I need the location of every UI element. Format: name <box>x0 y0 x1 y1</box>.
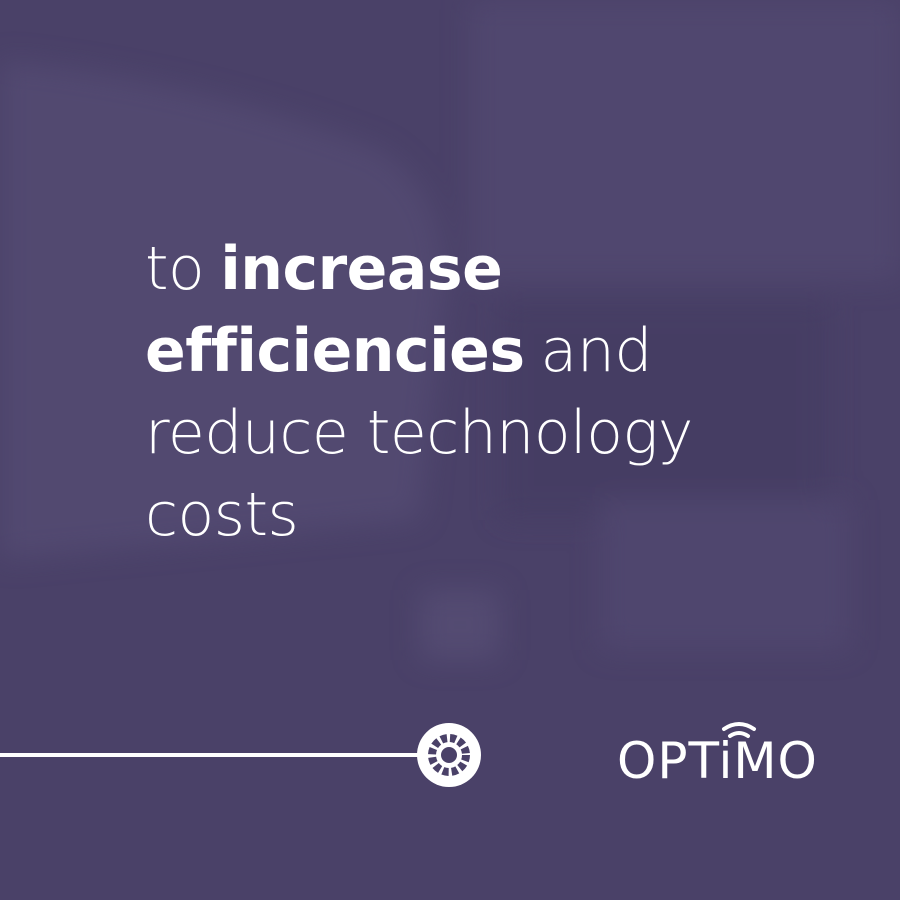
headline-line: costs <box>145 474 709 556</box>
headline-text: and <box>540 316 653 386</box>
wifi-icon <box>722 722 756 738</box>
headline: to increase efficiencies and reduce technolo… <box>145 228 709 556</box>
headline-line: efficiencies and <box>145 310 709 392</box>
gear-icon <box>428 734 470 776</box>
blurred-photo <box>0 0 900 660</box>
headline-line: to increase <box>145 228 709 310</box>
gear-core <box>441 747 457 763</box>
headline-text: to <box>145 234 205 304</box>
headline-emphasis: increase <box>220 234 503 304</box>
headline-text: reduce technology <box>145 398 693 468</box>
headline-text: costs <box>145 480 299 550</box>
headline-emphasis: efficiencies <box>145 316 525 386</box>
logo: OPTiMO <box>617 732 818 790</box>
headline-line: reduce technology <box>145 392 709 474</box>
